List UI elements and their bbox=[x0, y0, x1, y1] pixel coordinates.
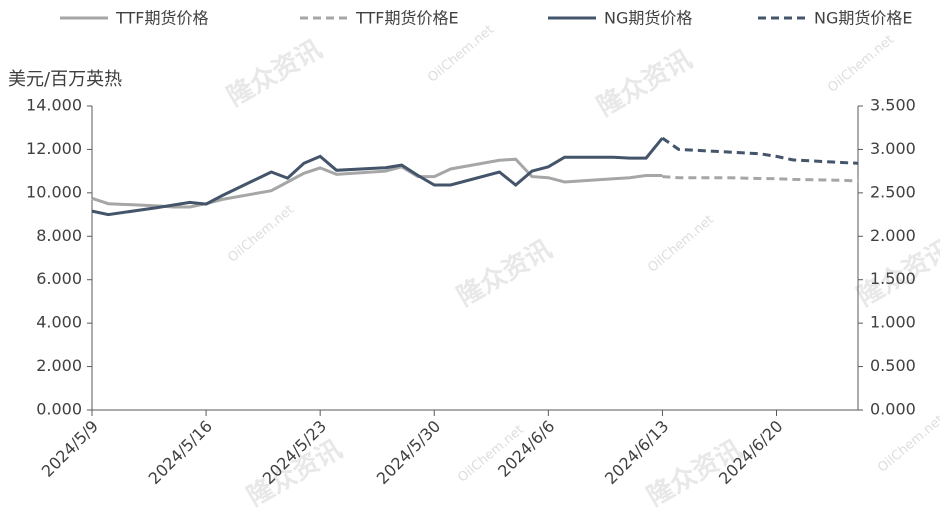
y-tick-label: 12.000 bbox=[26, 139, 82, 158]
y2-tick-label: 2.500 bbox=[870, 182, 916, 201]
series-line bbox=[91, 137, 664, 217]
y2-tick-label: 1.000 bbox=[870, 313, 916, 332]
y-tick-label: 8.000 bbox=[36, 226, 82, 245]
x-tick-label: 2024/5/9 bbox=[38, 417, 102, 481]
y2-tick-label: 0.500 bbox=[870, 356, 916, 375]
series-line bbox=[661, 136, 859, 165]
series-line bbox=[91, 157, 663, 209]
watermark-site: OilChem.net bbox=[825, 32, 897, 95]
y-axis-label: 美元/百万英热 bbox=[8, 69, 122, 90]
y-tick-label: 4.000 bbox=[36, 313, 82, 332]
watermark: 隆众资讯 bbox=[452, 235, 557, 313]
legend-label: TTF期货价格 bbox=[115, 9, 208, 28]
legend-label: TTF期货价格E bbox=[355, 9, 459, 28]
watermark-site: OilChem.net bbox=[225, 202, 297, 265]
y2-tick-label: 3.500 bbox=[870, 96, 916, 115]
y-tick-label: 14.000 bbox=[26, 96, 82, 115]
x-tick-label: 2024/5/30 bbox=[373, 417, 444, 488]
y2-tick-label: 3.000 bbox=[870, 139, 916, 158]
y-tick-label: 0.000 bbox=[36, 400, 82, 419]
y-tick-label: 6.000 bbox=[36, 269, 82, 288]
y2-tick-label: 2.000 bbox=[870, 226, 916, 245]
legend-label: NG期货价格E bbox=[814, 9, 912, 28]
watermark: 隆众资讯 bbox=[592, 45, 697, 123]
watermark-site: OilChem.net bbox=[425, 22, 497, 85]
x-tick-label: 2024/5/16 bbox=[145, 417, 216, 488]
watermark-site: OilChem.net bbox=[645, 212, 717, 275]
watermark: 隆众资讯 bbox=[222, 35, 327, 113]
y-tick-label: 2.000 bbox=[36, 356, 82, 375]
y2-tick-label: 1.500 bbox=[870, 269, 916, 288]
y-tick-label: 10.000 bbox=[26, 182, 82, 201]
y2-tick-label: 0.000 bbox=[870, 400, 916, 419]
legend-label: NG期货价格 bbox=[604, 9, 692, 28]
watermark-site: OilChem.net bbox=[875, 412, 940, 475]
series-line bbox=[662, 175, 859, 183]
